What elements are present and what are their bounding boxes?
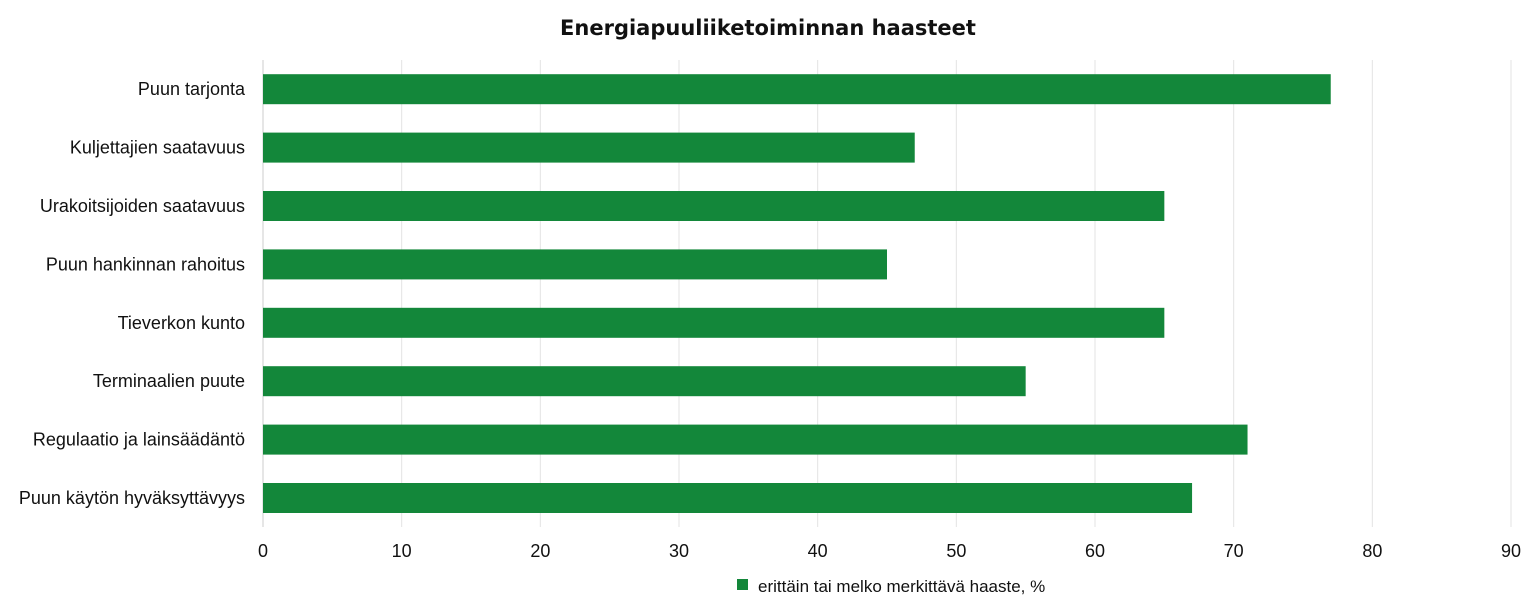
x-tick-label: 50: [946, 541, 966, 561]
category-label: Puun tarjonta: [138, 79, 246, 99]
legend: erittäin tai melko merkittävä haaste, %: [737, 577, 1045, 596]
legend-label: erittäin tai melko merkittävä haaste, %: [758, 577, 1045, 596]
x-tick-label: 20: [530, 541, 550, 561]
bar: [263, 366, 1026, 397]
x-tick-label: 40: [808, 541, 828, 561]
x-tick-label: 70: [1224, 541, 1244, 561]
chart-title: Energiapuuliiketoiminnan haasteet: [560, 16, 976, 40]
bar: [263, 191, 1165, 221]
bar: [263, 74, 1331, 105]
bar: [263, 483, 1193, 513]
category-label: Regulaatio ja lainsäädäntö: [33, 430, 245, 450]
category-labels: Puun tarjonta Kuljettajien saatavuus Urako…: [19, 79, 246, 508]
bar: [263, 132, 915, 163]
bar: [263, 307, 1165, 338]
gridlines: [262, 60, 1512, 527]
x-tick-label: 90: [1501, 541, 1521, 561]
category-label: Tieverkon kunto: [118, 313, 245, 333]
category-label: Puun hankinnan rahoitus: [46, 254, 245, 274]
category-label: Puun käytön hyväksyttävyys: [19, 488, 245, 508]
bar: [263, 249, 887, 280]
legend-swatch: [737, 579, 748, 590]
x-axis-tick-labels: 0 10 20 30 40 50 60 70 80 90: [258, 541, 1521, 561]
bars: [263, 74, 1331, 513]
bar: [263, 424, 1248, 455]
x-tick-label: 30: [669, 541, 689, 561]
x-tick-label: 0: [258, 541, 268, 561]
category-label: Urakoitsijoiden saatavuus: [40, 196, 245, 216]
x-tick-label: 80: [1362, 541, 1382, 561]
category-label: Terminaalien puute: [93, 371, 245, 391]
category-label: Kuljettajien saatavuus: [70, 138, 245, 158]
x-tick-label: 10: [392, 541, 412, 561]
x-tick-label: 60: [1085, 541, 1105, 561]
